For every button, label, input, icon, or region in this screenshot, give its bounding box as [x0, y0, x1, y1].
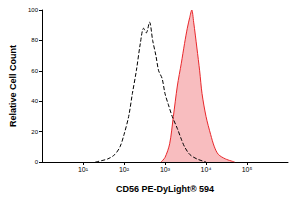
svg-text:10⁴: 10⁴ [201, 166, 212, 173]
svg-text:100: 100 [28, 7, 39, 13]
svg-text:10²: 10² [119, 166, 130, 173]
svg-text:10³: 10³ [160, 166, 171, 173]
svg-text:CD56 PE-DyLight® 594: CD56 PE-DyLight® 594 [116, 184, 214, 194]
svg-text:Relative Cell Count: Relative Cell Count [8, 45, 18, 127]
svg-text:0: 0 [35, 159, 39, 165]
svg-text:60: 60 [31, 68, 38, 74]
svg-text:20: 20 [31, 129, 38, 135]
svg-text:80: 80 [31, 37, 38, 43]
svg-text:40: 40 [31, 98, 38, 104]
svg-text:10¹: 10¹ [78, 166, 89, 173]
svg-text:10⁵: 10⁵ [242, 166, 253, 173]
